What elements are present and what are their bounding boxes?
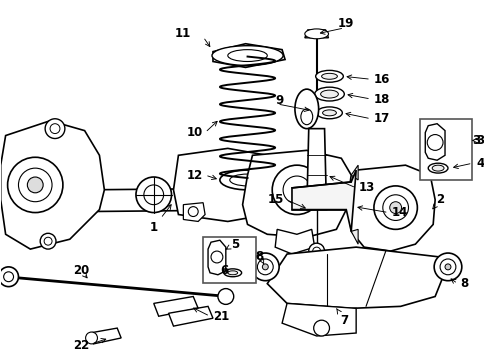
Text: 4: 4 <box>476 157 484 170</box>
Circle shape <box>27 177 43 193</box>
Ellipse shape <box>431 165 443 171</box>
Circle shape <box>4 272 14 282</box>
Polygon shape <box>350 165 357 180</box>
Ellipse shape <box>227 271 237 275</box>
Text: 22: 22 <box>73 340 90 352</box>
Circle shape <box>380 202 390 212</box>
Circle shape <box>251 253 279 281</box>
Polygon shape <box>350 229 357 244</box>
Circle shape <box>136 177 171 212</box>
Ellipse shape <box>427 163 447 173</box>
Polygon shape <box>168 306 212 326</box>
Circle shape <box>312 247 320 255</box>
Ellipse shape <box>314 87 344 101</box>
Polygon shape <box>79 188 296 212</box>
Circle shape <box>426 135 442 150</box>
Circle shape <box>45 119 65 139</box>
Circle shape <box>389 202 401 213</box>
Text: 21: 21 <box>212 310 229 323</box>
Polygon shape <box>267 247 442 308</box>
Circle shape <box>262 264 268 270</box>
Polygon shape <box>306 129 326 210</box>
Circle shape <box>257 259 272 275</box>
Ellipse shape <box>212 46 283 65</box>
Text: 7: 7 <box>336 308 348 327</box>
Text: 10: 10 <box>186 126 203 139</box>
Ellipse shape <box>322 110 336 116</box>
Polygon shape <box>90 328 121 344</box>
Circle shape <box>44 237 52 245</box>
Ellipse shape <box>227 50 267 61</box>
Polygon shape <box>153 297 198 316</box>
Polygon shape <box>0 121 104 249</box>
Ellipse shape <box>304 29 328 39</box>
Circle shape <box>144 185 163 205</box>
Polygon shape <box>291 170 355 231</box>
Circle shape <box>0 267 18 287</box>
Ellipse shape <box>300 109 312 125</box>
Polygon shape <box>348 165 434 251</box>
Circle shape <box>217 288 233 305</box>
Text: 3: 3 <box>476 134 484 147</box>
Circle shape <box>283 176 310 204</box>
Text: 19: 19 <box>337 17 354 30</box>
Ellipse shape <box>321 73 337 79</box>
Polygon shape <box>212 44 285 67</box>
Polygon shape <box>350 200 387 212</box>
Circle shape <box>18 168 52 202</box>
Bar <box>203 237 256 283</box>
Circle shape <box>272 165 321 215</box>
Text: 9: 9 <box>274 95 283 107</box>
Polygon shape <box>424 124 444 160</box>
Text: 8: 8 <box>255 251 263 263</box>
Text: 12: 12 <box>186 169 203 182</box>
Circle shape <box>439 259 455 275</box>
Polygon shape <box>208 240 226 275</box>
Ellipse shape <box>294 89 318 129</box>
Circle shape <box>433 253 461 281</box>
Polygon shape <box>274 229 314 254</box>
Ellipse shape <box>229 174 265 186</box>
Text: 6: 6 <box>219 264 227 277</box>
Polygon shape <box>183 203 205 221</box>
Polygon shape <box>282 303 355 336</box>
Text: 15: 15 <box>267 193 284 206</box>
Ellipse shape <box>315 70 343 82</box>
Text: 16: 16 <box>373 73 390 86</box>
Circle shape <box>8 157 63 212</box>
Text: 14: 14 <box>391 206 407 219</box>
Text: 11: 11 <box>175 27 191 40</box>
Ellipse shape <box>316 107 342 119</box>
Polygon shape <box>242 150 350 237</box>
Ellipse shape <box>224 269 241 277</box>
Text: 2: 2 <box>432 193 443 209</box>
Polygon shape <box>173 149 272 221</box>
Text: 13: 13 <box>358 181 375 194</box>
Text: 17: 17 <box>373 112 389 125</box>
Ellipse shape <box>219 170 274 190</box>
Text: 3: 3 <box>471 134 480 147</box>
Polygon shape <box>304 30 328 38</box>
Text: 1: 1 <box>150 205 171 234</box>
Text: 5: 5 <box>230 238 239 251</box>
Circle shape <box>86 332 97 344</box>
Circle shape <box>50 124 60 134</box>
Circle shape <box>373 186 417 229</box>
Circle shape <box>211 251 222 263</box>
Circle shape <box>40 233 56 249</box>
Circle shape <box>382 195 408 221</box>
Circle shape <box>188 207 198 216</box>
Text: 18: 18 <box>373 92 390 106</box>
Circle shape <box>308 243 324 259</box>
Bar <box>420 119 471 180</box>
Text: 20: 20 <box>74 264 90 277</box>
Ellipse shape <box>320 90 338 98</box>
Text: 8: 8 <box>459 277 467 290</box>
Circle shape <box>313 320 329 336</box>
Circle shape <box>444 264 450 270</box>
